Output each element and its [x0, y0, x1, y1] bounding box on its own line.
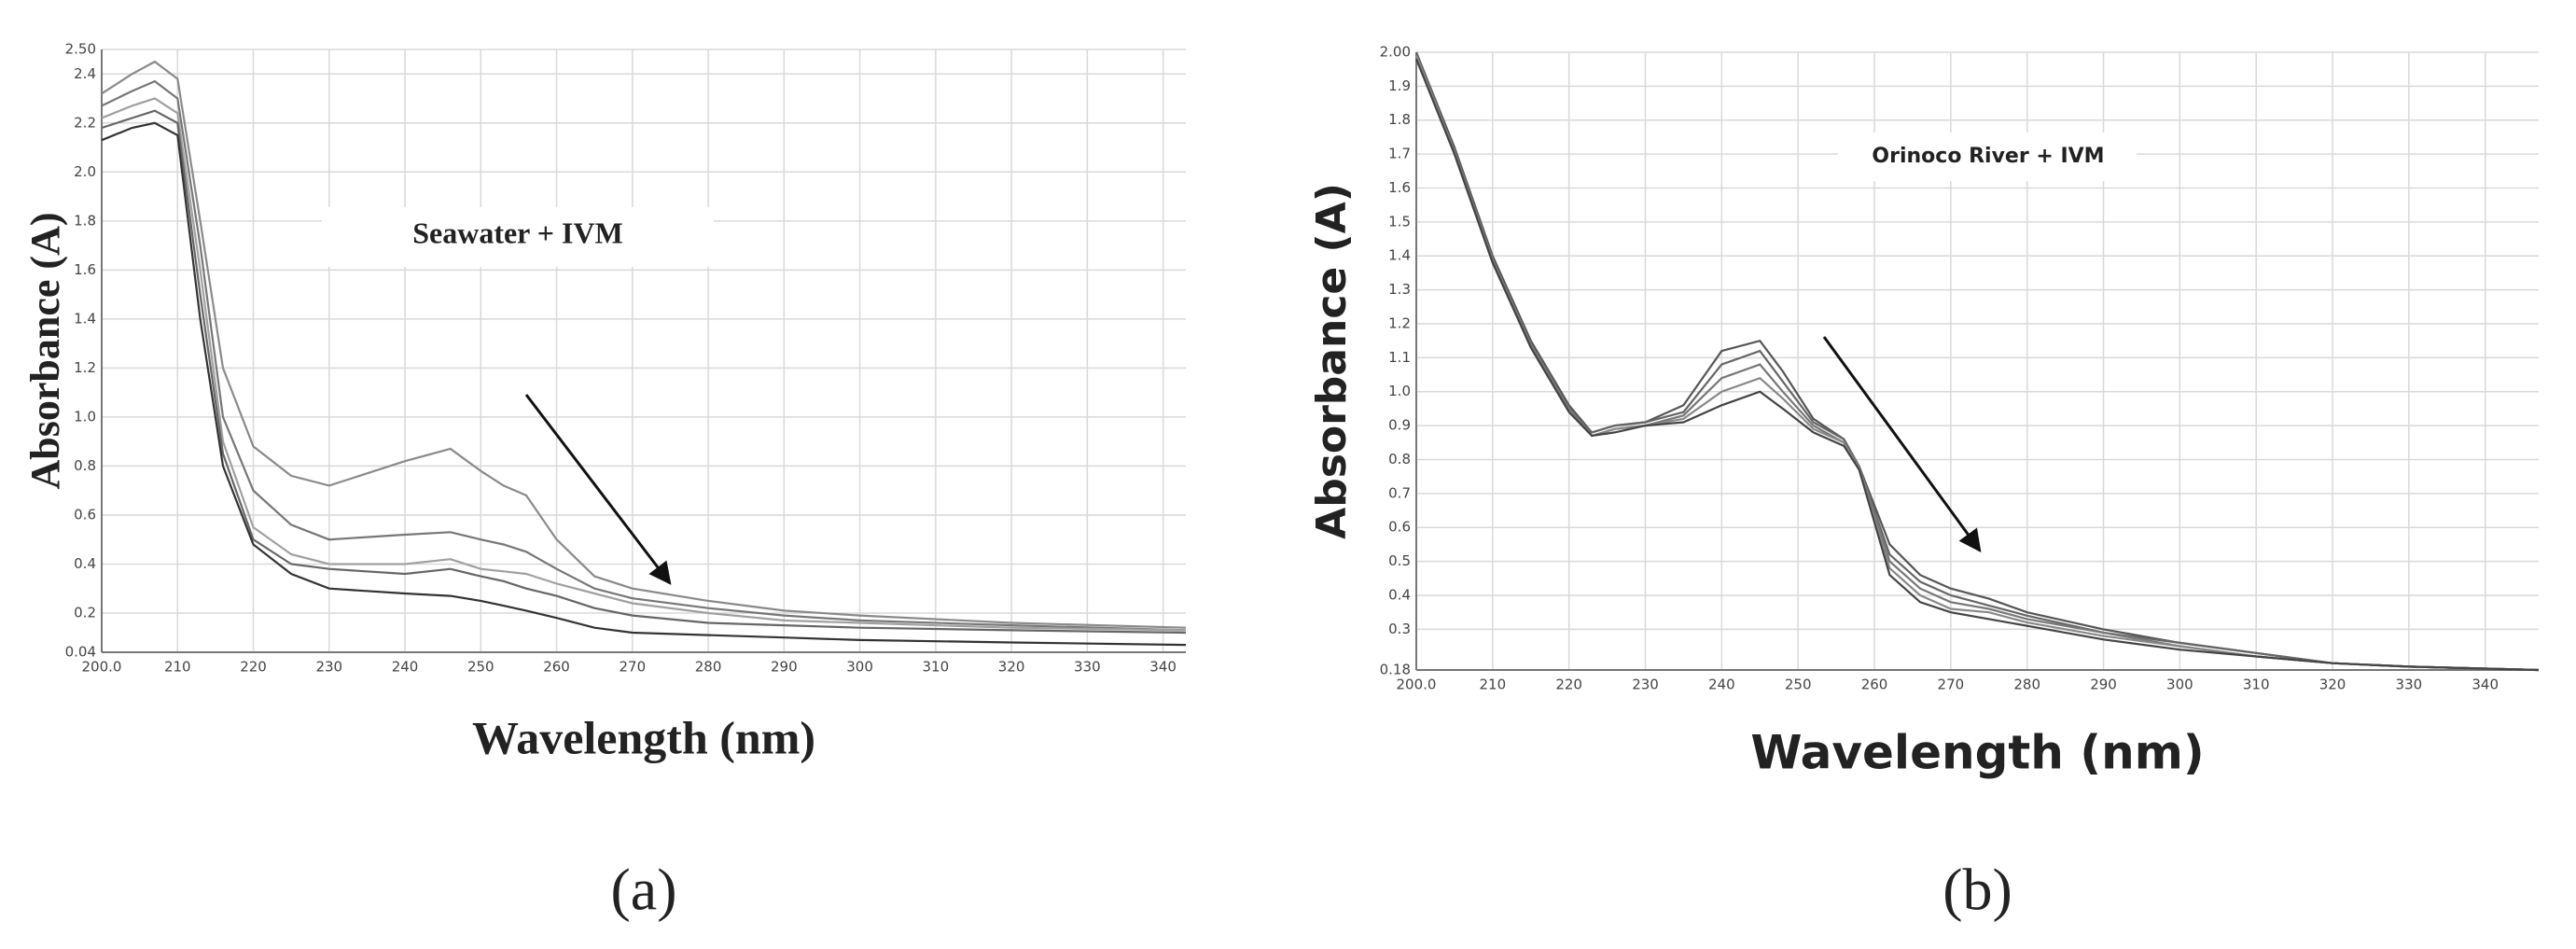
y-tick-label: 2.50	[65, 41, 96, 58]
data-line	[101, 97, 1187, 632]
x-tick-label: 210	[164, 659, 191, 676]
x-tick-label: 280	[2013, 677, 2040, 693]
annotation-box	[322, 207, 714, 267]
y-tick-label: 1.6	[1388, 179, 1411, 196]
y-tick-label: 1.9	[1388, 77, 1411, 94]
x-tick-label: 280	[695, 659, 722, 676]
x-tick-label: 240	[392, 659, 419, 676]
x-tick-label: 270	[619, 659, 646, 676]
x-tick-label: 270	[1938, 677, 1965, 693]
y-tick-label: 1.2	[1388, 314, 1411, 331]
y-tick-label: 0.6	[1388, 519, 1411, 536]
y-tick-label: 1.3	[1388, 281, 1411, 298]
x-tick-label: 320	[2319, 677, 2346, 693]
x-tick-label: 310	[923, 659, 950, 676]
caption: (a)	[610, 857, 676, 923]
y-tick-label: 0.18	[1380, 662, 1411, 678]
y-tick-label: 0.7	[1388, 484, 1411, 501]
y-tick-label: 1.4	[1388, 247, 1411, 264]
x-tick-label: 320	[998, 659, 1025, 676]
x-tick-label: 220	[1555, 677, 1582, 693]
y-axis-label: Absorbance (A)	[1308, 183, 1356, 539]
data-line	[101, 109, 1187, 635]
y-tick-label: 1.8	[1388, 111, 1411, 128]
y-tick-label: 0.4	[74, 555, 96, 572]
y-tick-label: 0.8	[74, 457, 96, 474]
data-line	[1414, 58, 2540, 672]
x-tick-label: 330	[2396, 677, 2423, 693]
x-tick-label: 210	[1480, 677, 1507, 693]
x-tick-label: 340	[2472, 677, 2499, 693]
y-tick-label: 2.2	[74, 114, 96, 131]
chart: 200.0 210 220 230 240 250 260 270 280 290 300 310 32…	[22, 41, 1187, 923]
y-tick-label: 0.8	[1388, 451, 1411, 468]
y-tick-label: 1.4	[74, 310, 96, 327]
x-axis-label: Wavelength (nm)	[1750, 726, 2204, 780]
y-tick-label: 1.6	[74, 261, 96, 278]
x-tick-label: 290	[2090, 677, 2117, 693]
y-tick-label: 0.4	[1388, 586, 1411, 603]
x-tick-label: 250	[1785, 677, 1812, 693]
x-tick-label: 340	[1149, 659, 1177, 676]
y-tick-label: 1.8	[74, 212, 96, 229]
x-tick-label: 200.0	[1397, 677, 1437, 693]
x-tick-label: 330	[1074, 659, 1101, 676]
y-tick-label: 0.6	[74, 506, 96, 523]
x-tick-label: 240	[1708, 677, 1735, 693]
x-axis-label: Wavelength (nm)	[472, 711, 815, 763]
x-tick-label: 260	[1861, 677, 1888, 693]
x-tick-label: 220	[240, 659, 267, 676]
x-tick-label: 310	[2243, 677, 2270, 693]
y-tick-label: 0.04	[65, 644, 96, 661]
y-tick-label: 0.9	[1388, 417, 1411, 434]
y-tick-label: 1.5	[1388, 213, 1411, 230]
y-tick-label: 1.0	[74, 408, 96, 425]
data-line	[101, 60, 1187, 629]
y-tick-label: 1.7	[1388, 146, 1411, 162]
y-tick-label: 0.5	[1388, 552, 1411, 569]
annotation: Orinoco River + IVM	[1872, 145, 2104, 168]
x-tick-label: 300	[846, 659, 873, 676]
caption: (b)	[1942, 857, 2012, 923]
annotation: Seawater + IVM	[412, 216, 623, 249]
arrow	[1822, 336, 1982, 552]
data-line	[101, 121, 1187, 647]
chart: 200.0 210 220 230 240 250 260 270 280 290 300 310 32…	[1308, 44, 2540, 923]
y-tick-label: 2.0	[74, 163, 96, 180]
y-axis-label: Absorbance (A)	[22, 213, 68, 490]
y-tick-label: 1.0	[1388, 383, 1411, 399]
x-tick-label: 230	[315, 659, 342, 676]
x-tick-label: 300	[2166, 677, 2193, 693]
y-tick-label: 2.4	[74, 65, 96, 82]
data-line	[101, 79, 1187, 632]
x-tick-label: 200.0	[82, 659, 122, 676]
arrow	[524, 394, 672, 585]
y-tick-label: 2.00	[1380, 44, 1411, 61]
y-tick-label: 0.3	[1388, 621, 1411, 637]
x-tick-label: 230	[1632, 677, 1659, 693]
x-tick-label: 260	[543, 659, 570, 676]
y-tick-label: 1.1	[1388, 349, 1411, 366]
y-tick-label: 0.2	[74, 604, 96, 621]
x-tick-label: 290	[771, 659, 798, 676]
y-tick-label: 1.2	[74, 359, 96, 376]
x-tick-label: 250	[467, 659, 494, 676]
annotation-box	[1838, 133, 2137, 181]
